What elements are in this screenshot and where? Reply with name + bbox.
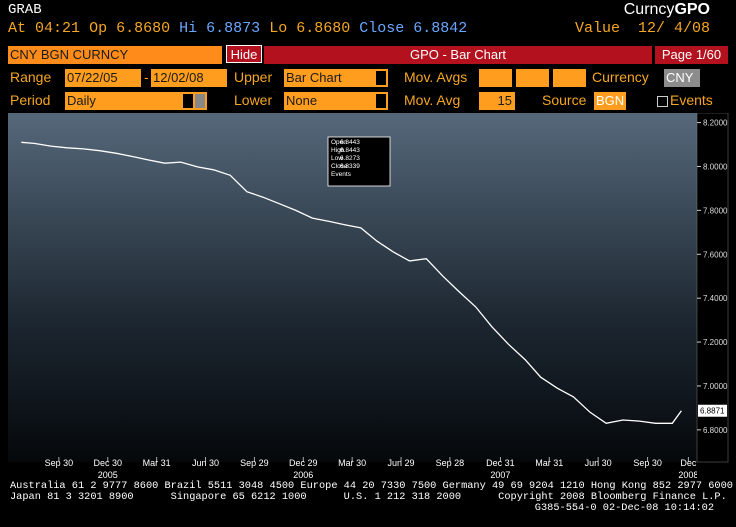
security-field[interactable]: CNY BGN CURNCY (8, 46, 222, 64)
mov-avg-field[interactable]: 15 (479, 92, 515, 110)
dropdown[interactable] (376, 94, 386, 108)
year-label: 2008 (678, 470, 698, 480)
label: Mov. Avg (404, 92, 461, 108)
page-indicator: Page 1/60 (655, 46, 728, 64)
checkbox[interactable] (657, 96, 668, 107)
x-tick-label: Sep 30 (633, 458, 662, 468)
mov-avg-field[interactable] (553, 69, 586, 87)
ticker: GRAB (8, 2, 42, 18)
y-tick-label: 7.8000 (703, 206, 728, 215)
y-tick-label: 7.0000 (703, 382, 728, 391)
tooltip-box (327, 136, 391, 187)
label: Op (89, 20, 108, 37)
axis-panel (696, 113, 729, 463)
year-label: 2005 (98, 470, 118, 480)
label: Range (10, 69, 52, 85)
source-field[interactable]: BGN (594, 92, 626, 110)
label: At (8, 20, 27, 37)
value: 6.8873 (206, 20, 261, 37)
dropdown[interactable] (195, 94, 205, 108)
label: Period (10, 92, 51, 108)
label: Mov. Avgs (404, 69, 468, 85)
x-tick-label: Jun 30 (192, 458, 219, 468)
label: Upper (234, 69, 273, 85)
function: GPO (674, 1, 710, 18)
label: Value (574, 20, 620, 37)
label: Close (359, 20, 405, 37)
dropdown[interactable] (183, 94, 193, 108)
market: Curncy (623, 1, 675, 18)
label: Currency (592, 69, 649, 85)
value: 6.8339 (340, 163, 360, 170)
mov-avg-field[interactable] (479, 69, 512, 87)
label: High (331, 147, 345, 154)
label: Close (331, 163, 348, 170)
label: Open (331, 139, 347, 146)
x-tick-label: Dec (680, 458, 697, 468)
chart: Sep 30 Dec 30 Mar 31 Jun 30 Sep 29 Dec 29 Mar … (8, 113, 729, 480)
hide-button[interactable]: Hide (226, 45, 262, 63)
value: Daily (67, 93, 96, 108)
separator: - (144, 69, 149, 85)
value-date: Value 12/ 4/08 (575, 20, 710, 37)
footer-line: Australia 61 2 9777 8600 Brazil 5511 304… (10, 480, 733, 492)
x-tick-label: Sep 28 (436, 458, 465, 468)
x-tick-label: Dec 29 (289, 458, 318, 468)
value: 6.8273 (340, 155, 360, 162)
footer-line: Japan 81 3 3201 8900 Singapore 65 6212 1… (10, 491, 727, 503)
value: 6.8680 (296, 20, 351, 37)
value: 6.8443 (340, 147, 360, 154)
y-tick-label: 8.2000 (703, 119, 728, 128)
label: Lo (269, 20, 288, 37)
label: Events (331, 171, 352, 178)
y-tick-label: 6.8000 (703, 426, 728, 435)
x-tick-label: Dec 30 (93, 458, 122, 468)
x-tick-label: Dec 31 (486, 458, 515, 468)
y-tick-label: 7.4000 (703, 294, 728, 303)
lower-field[interactable]: None (284, 92, 388, 110)
value: None (286, 93, 318, 108)
value: 6.8443 (340, 139, 360, 146)
screen-title: GPO - Bar Chart (264, 46, 652, 64)
year-label: 2006 (293, 470, 313, 480)
value: 6.8680 (116, 20, 171, 37)
footer-id: G385-554-0 02-Dec-08 10:14:02 (534, 502, 714, 514)
dropdown[interactable] (376, 71, 386, 85)
last-price-box (698, 404, 727, 417)
x-tick-label: Mar 31 (535, 458, 563, 468)
value: 6.8842 (413, 20, 468, 37)
x-tick-label: Sep 30 (45, 458, 74, 468)
label: Lower (234, 92, 273, 108)
value: Bar Chart (286, 70, 342, 85)
upper-field[interactable]: Bar Chart (284, 69, 388, 87)
currency-field[interactable]: CNY (664, 69, 700, 87)
value: 12/ 4/08 (637, 20, 710, 37)
year-label: 2007 (490, 470, 510, 480)
value: 04:21 (35, 20, 81, 37)
x-tick-label: Jun 30 (585, 458, 612, 468)
label: Source (542, 92, 587, 108)
function-code: CurncyGPO (624, 1, 710, 19)
label: Low (331, 155, 343, 162)
range-end[interactable]: 12/02/08 (151, 69, 227, 87)
period-field[interactable]: Daily (65, 92, 207, 110)
y-tick-label: 7.6000 (703, 250, 728, 259)
y-tick-label: 8.0000 (703, 162, 728, 171)
quote-line: At 04:21 Op 6.8680 Hi 6.8873 Lo 6.8680 C… (8, 20, 467, 37)
last-price-label: 6.8871 (700, 407, 725, 416)
range-start[interactable]: 07/22/05 (65, 69, 141, 87)
label: Hi (179, 20, 198, 37)
y-tick-label: 7.2000 (703, 338, 728, 347)
x-tick-label: Mar 30 (338, 458, 366, 468)
x-axis: Sep 30 Dec 30 Mar 31 Jun 30 Sep 29 Dec 29 Mar … (45, 457, 698, 480)
x-tick-label: Sep 29 (240, 458, 269, 468)
mov-avg-field[interactable] (516, 69, 549, 87)
price-line (21, 141, 682, 424)
label: Events (670, 92, 713, 108)
x-tick-label: Jun 29 (388, 458, 415, 468)
x-tick-label: Mar 31 (143, 458, 171, 468)
